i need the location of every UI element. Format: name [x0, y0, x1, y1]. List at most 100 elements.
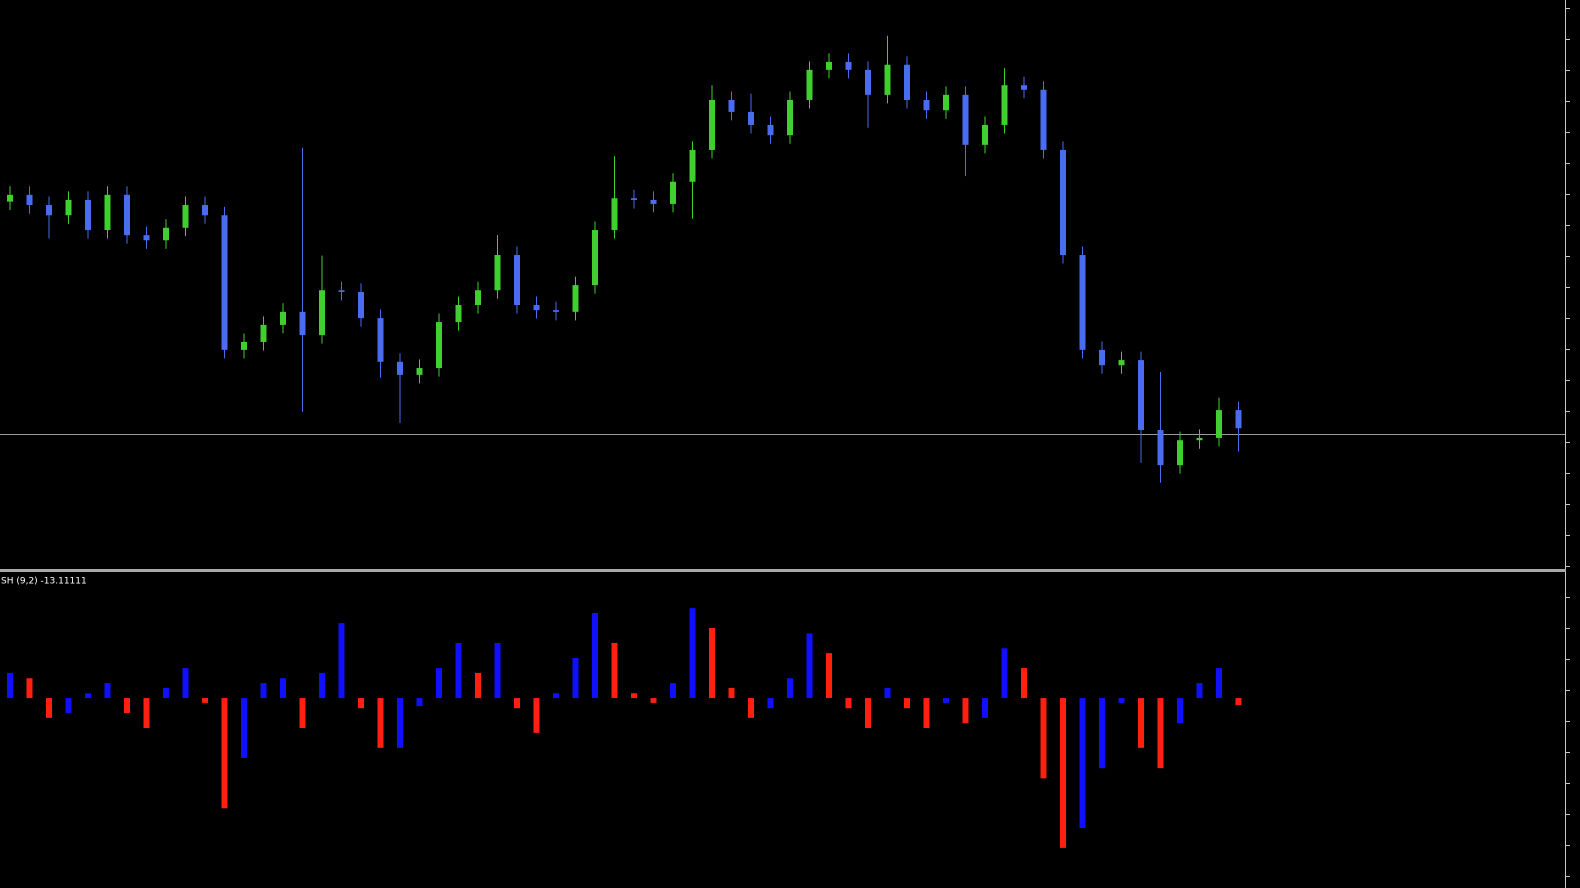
histogram-bar [748, 698, 754, 718]
histogram-bar [26, 678, 33, 699]
candle-body [826, 61, 832, 70]
candle-body [65, 199, 72, 216]
histogram-bar [338, 623, 345, 699]
histogram-bar [85, 693, 91, 699]
candle-body [982, 124, 988, 145]
histogram-bar [163, 687, 169, 699]
histogram-bar [767, 698, 774, 709]
histogram-bar [806, 633, 813, 699]
candle-body [611, 198, 618, 231]
candle-body [377, 318, 384, 362]
candle-body [1177, 440, 1183, 466]
indicator-label: SH (9,2) -13.11111 [1, 577, 87, 587]
histogram-bar [631, 693, 637, 699]
candle-body [85, 199, 91, 231]
candle-body [46, 205, 52, 216]
candle-body [124, 194, 130, 236]
histogram-bar [826, 653, 832, 699]
candle-body [1216, 410, 1222, 438]
candle-body [494, 255, 501, 291]
candle-body [709, 99, 715, 150]
histogram-bar [1021, 668, 1027, 699]
candle-body [884, 64, 891, 95]
histogram-bar [514, 698, 520, 709]
candle-body [943, 94, 949, 111]
candle-body [670, 181, 676, 204]
candle-body [962, 94, 969, 145]
histogram-bar [1177, 698, 1183, 724]
histogram-bar [124, 698, 130, 714]
histogram-bar [533, 698, 540, 733]
histogram-bar [182, 668, 189, 699]
candle-body [533, 305, 540, 311]
histogram-bar [1235, 698, 1242, 706]
histogram-bar [1216, 668, 1222, 699]
candle-body [1021, 85, 1027, 90]
histogram-bar [260, 683, 267, 699]
candle-body [319, 290, 325, 336]
candle-body [845, 61, 852, 70]
histogram-bar [1196, 683, 1203, 699]
candle-body [572, 285, 579, 312]
histogram-bar [670, 683, 676, 699]
candle-body [1157, 429, 1164, 466]
histogram-bar [1118, 698, 1125, 703]
candle-body [631, 198, 637, 200]
candle-body [787, 99, 793, 136]
candle-body [241, 341, 247, 350]
candle-body [728, 99, 735, 112]
histogram-bar [475, 672, 481, 699]
candle-body [1040, 89, 1047, 150]
pane-separator [0, 569, 1566, 572]
candle-body [397, 361, 403, 375]
histogram-bar [104, 683, 111, 699]
histogram-bar [865, 698, 871, 729]
histogram-bar [572, 657, 579, 699]
histogram-bar [436, 668, 442, 699]
candle-body [592, 230, 598, 286]
histogram-bar [1099, 698, 1105, 769]
candle-body [299, 311, 306, 336]
histogram-bar [299, 698, 306, 729]
histogram-bar [1040, 698, 1047, 779]
histogram-bar [982, 698, 988, 718]
candle-body [1099, 349, 1105, 366]
candle-body [104, 194, 111, 231]
histogram-bar [455, 642, 462, 699]
candle-body [806, 69, 813, 100]
candle-body [455, 305, 462, 323]
histogram-bar [280, 678, 286, 699]
candle-body [221, 215, 228, 350]
histogram-bar [7, 672, 13, 699]
histogram-bar [143, 698, 150, 729]
histogram-bar [709, 627, 715, 699]
histogram-bar [1138, 698, 1144, 748]
histogram-bar [787, 678, 793, 699]
histogram-bar [553, 693, 559, 699]
histogram-bar [202, 698, 208, 703]
histogram-bar [377, 698, 384, 748]
histogram-bar [923, 698, 930, 729]
histogram-bar [1079, 698, 1086, 829]
candle-body [280, 311, 286, 325]
histogram-bar [65, 698, 72, 714]
candle-body [904, 64, 910, 100]
candle-body [1079, 255, 1086, 350]
candle-body [416, 368, 423, 375]
candle-body [514, 255, 520, 306]
candle-body [767, 124, 774, 136]
histogram-bar [221, 698, 228, 809]
histogram-bar [319, 672, 325, 699]
candle-body [475, 290, 481, 306]
candle-body [553, 310, 559, 312]
histogram-bar [689, 608, 696, 699]
histogram-bar [611, 642, 618, 699]
candle-body [338, 290, 345, 292]
candle-body [923, 99, 930, 111]
histogram-bar [241, 698, 247, 758]
histogram-bar [494, 642, 501, 699]
candle-body [865, 69, 871, 95]
histogram-bar [1060, 698, 1066, 848]
